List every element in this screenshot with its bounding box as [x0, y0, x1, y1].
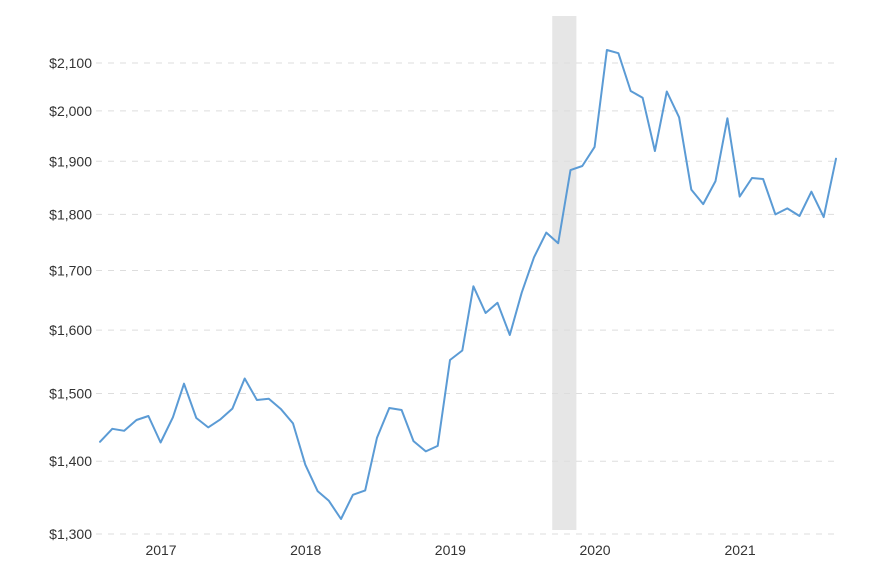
y-tick-label: $1,600: [49, 322, 92, 338]
price-series-line: [100, 50, 836, 519]
y-tick-label: $2,000: [49, 103, 92, 119]
y-tick-label: $2,100: [49, 55, 92, 71]
x-tick-label: 2017: [145, 542, 176, 558]
y-tick-label: $1,300: [49, 526, 92, 542]
recession-band: [552, 16, 576, 530]
y-tick-label: $1,400: [49, 453, 92, 469]
x-tick-label: 2020: [579, 542, 610, 558]
x-tick-label: 2019: [435, 542, 466, 558]
y-tick-label: $1,800: [49, 206, 92, 222]
x-tick-label: 2018: [290, 542, 321, 558]
x-tick-label: 2021: [725, 542, 756, 558]
y-tick-label: $1,700: [49, 263, 92, 279]
y-tick-label: $1,500: [49, 385, 92, 401]
y-tick-label: $1,900: [49, 153, 92, 169]
